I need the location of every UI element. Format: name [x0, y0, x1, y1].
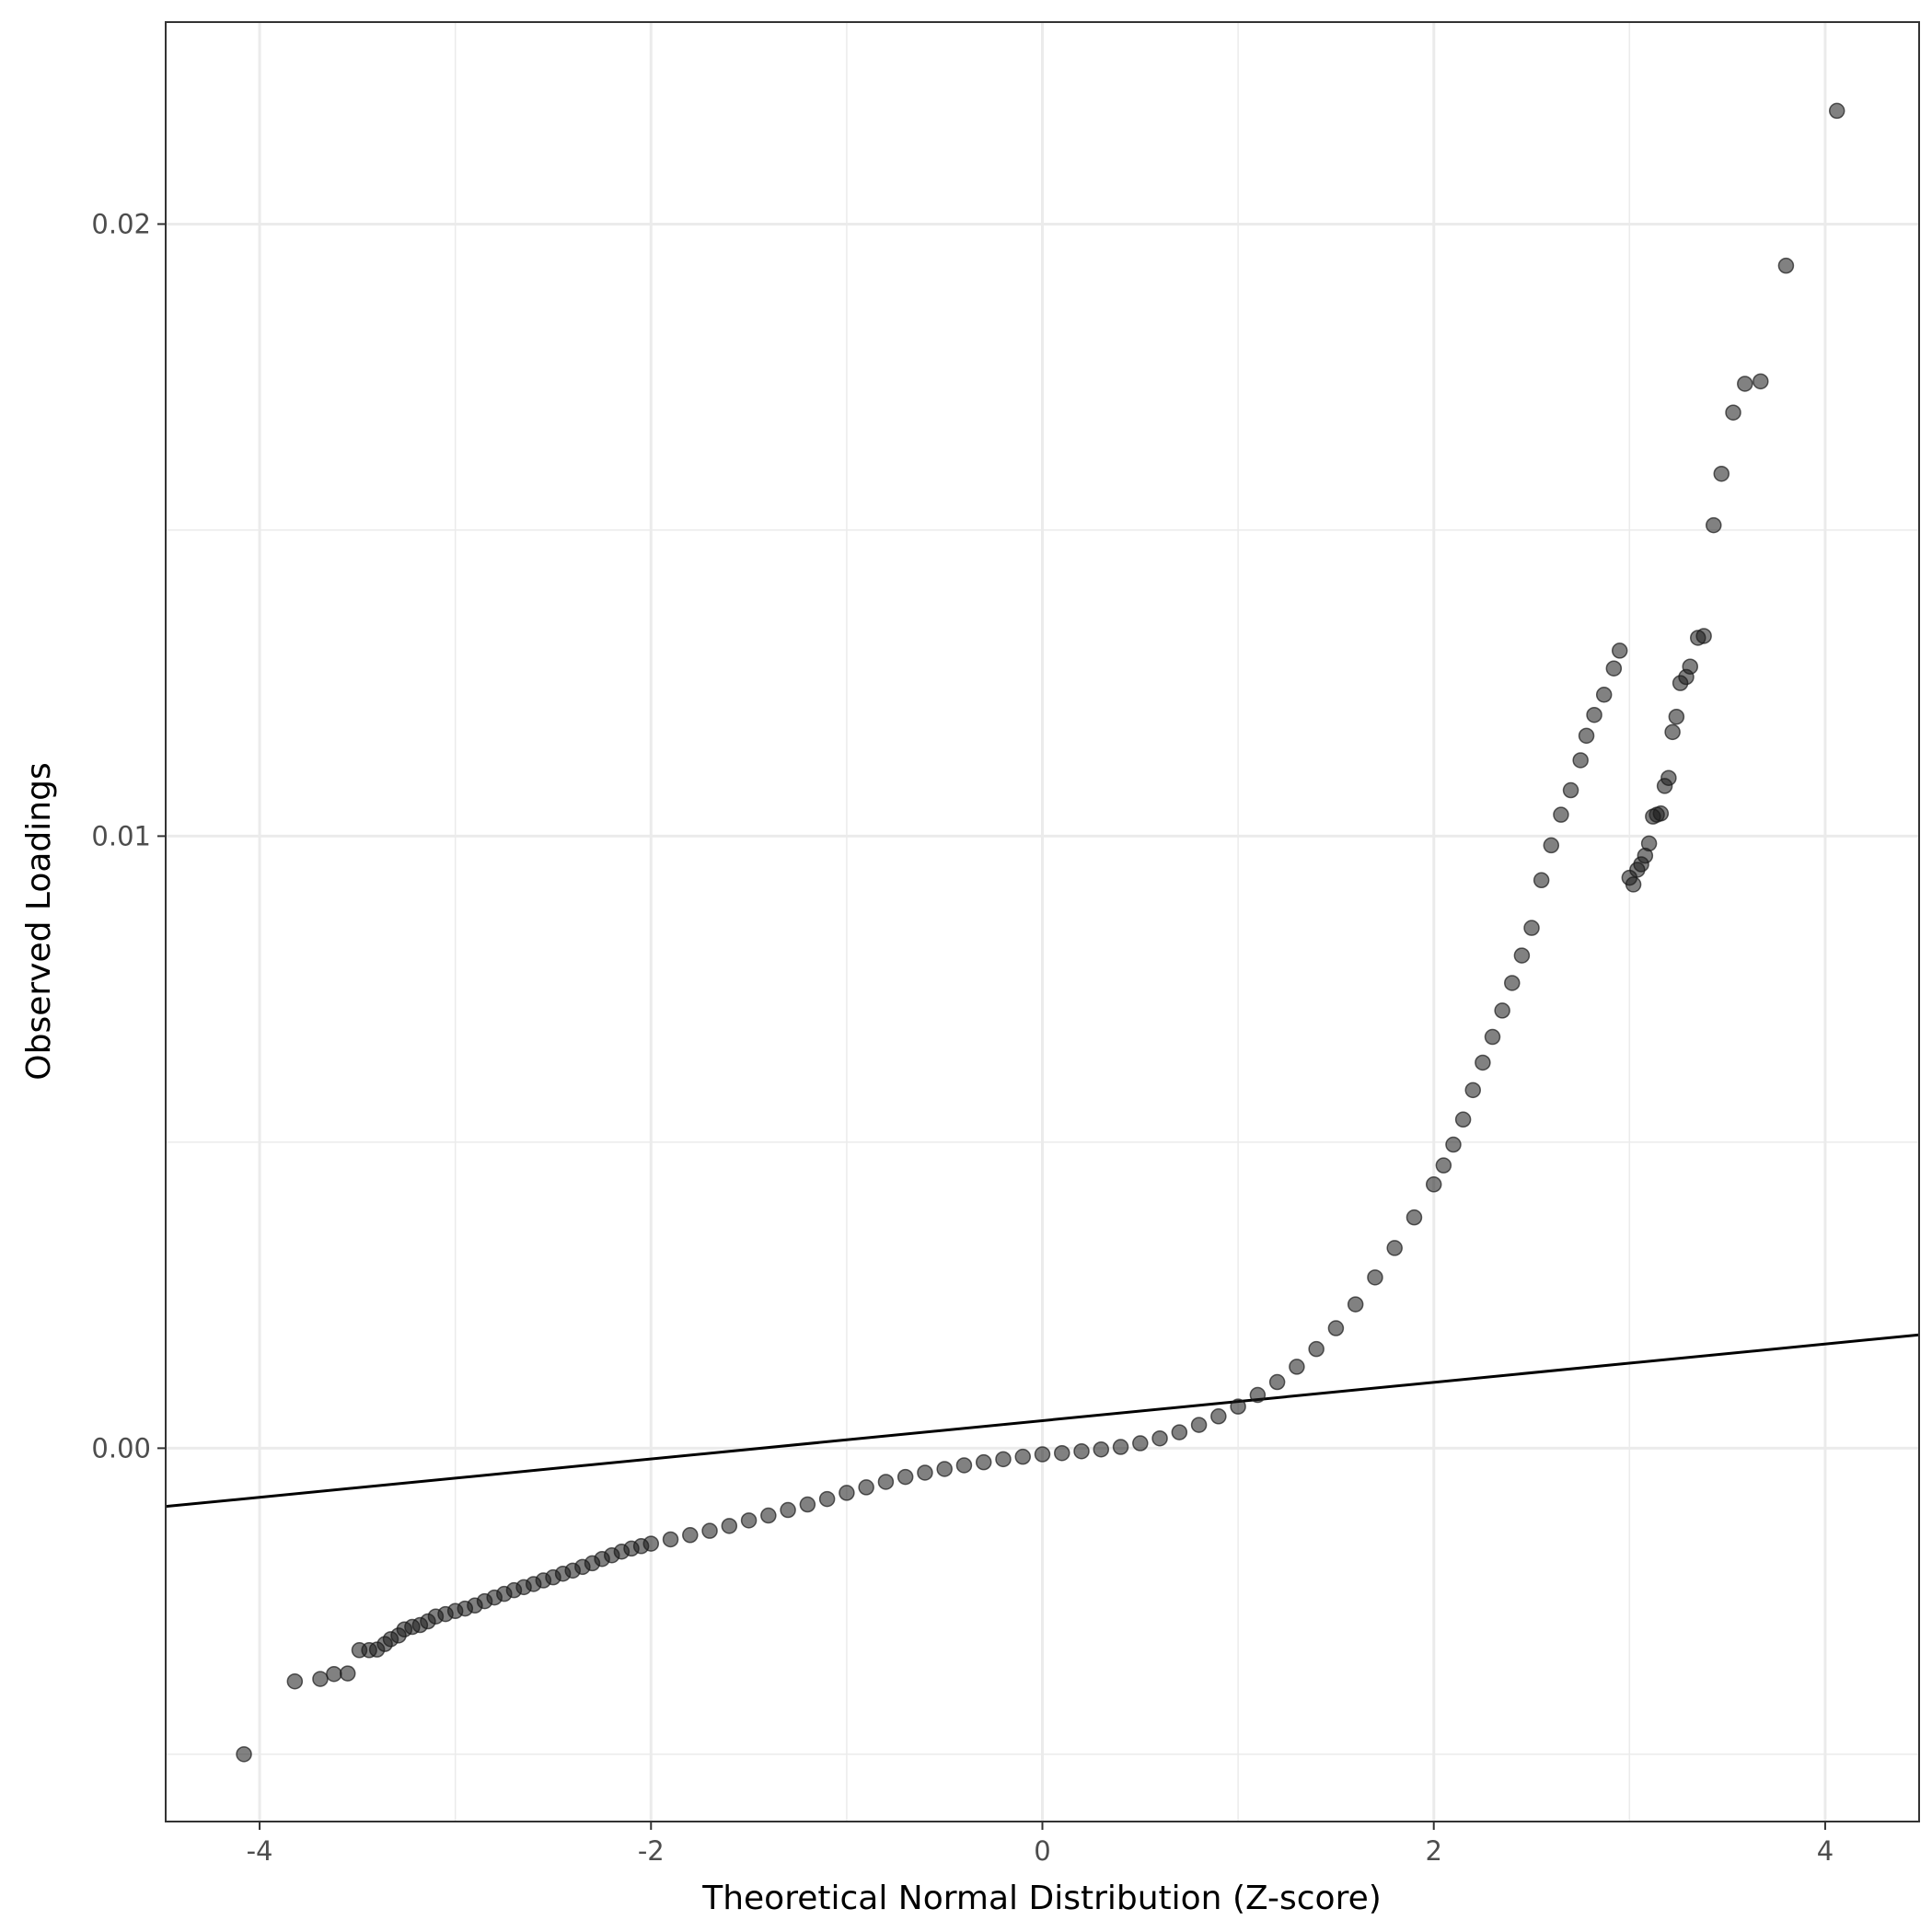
data-point	[1695, 628, 1712, 644]
data-point	[701, 1522, 718, 1539]
data-point	[975, 1453, 992, 1471]
x-axis-title: Theoretical Normal Distribution (Z-score…	[701, 1880, 1382, 1917]
data-point	[1386, 1240, 1403, 1256]
data-point	[1533, 872, 1550, 889]
y-tick-label: 0.01	[91, 820, 151, 851]
data-point	[662, 1531, 679, 1548]
data-point	[1367, 1269, 1383, 1286]
data-point	[1406, 1209, 1423, 1226]
x-tick-label: -4	[247, 1835, 273, 1867]
data-point	[877, 1474, 895, 1490]
data-point	[1504, 975, 1521, 991]
data-point	[1777, 257, 1795, 274]
data-point	[936, 1461, 953, 1477]
data-point	[1073, 1442, 1090, 1460]
data-point	[1578, 727, 1595, 745]
y-axis-title: Observed Loadings	[20, 762, 58, 1080]
data-point	[1652, 805, 1670, 822]
data-point	[1660, 769, 1677, 786]
data-point	[1435, 1157, 1452, 1174]
data-point	[1664, 723, 1681, 741]
data-point	[740, 1512, 758, 1529]
x-axis: -4 -2 0 2 4	[247, 1822, 1834, 1867]
data-point	[1454, 1111, 1472, 1128]
data-point	[1828, 102, 1845, 120]
data-point	[1308, 1340, 1325, 1358]
data-point	[1289, 1359, 1305, 1375]
data-points	[236, 102, 1845, 1763]
data-point	[642, 1535, 660, 1552]
data-point	[1034, 1446, 1051, 1463]
data-point	[799, 1496, 816, 1513]
data-point	[1464, 1082, 1481, 1099]
data-point	[1484, 1028, 1501, 1046]
data-point	[682, 1527, 699, 1544]
y-tick-label: 0.00	[91, 1432, 151, 1463]
data-point	[1713, 465, 1730, 482]
data-point	[286, 1672, 304, 1690]
data-point	[1425, 1176, 1442, 1193]
data-point	[839, 1485, 855, 1501]
data-point	[1327, 1320, 1345, 1336]
data-point	[1725, 404, 1741, 421]
data-point	[1523, 920, 1540, 936]
data-point	[1494, 1002, 1510, 1019]
data-point	[1347, 1296, 1364, 1313]
data-point	[1737, 376, 1753, 392]
x-tick-label: -2	[638, 1835, 665, 1867]
data-point	[1562, 781, 1579, 799]
data-point	[1112, 1439, 1129, 1455]
data-point	[995, 1451, 1012, 1468]
data-point	[1445, 1136, 1462, 1153]
data-point	[1553, 806, 1569, 823]
data-point	[721, 1518, 738, 1534]
data-point	[1706, 516, 1722, 534]
data-point	[818, 1490, 836, 1508]
data-point	[858, 1479, 874, 1496]
data-point	[1572, 752, 1589, 769]
data-point	[339, 1665, 356, 1682]
data-point	[1640, 835, 1658, 852]
reference-line-group	[166, 1333, 1919, 1509]
data-point	[1249, 1386, 1267, 1404]
data-point	[1132, 1435, 1149, 1452]
data-point	[955, 1457, 973, 1474]
data-point	[1605, 660, 1623, 677]
data-point	[1595, 687, 1613, 703]
data-point	[1513, 947, 1531, 964]
data-point	[1543, 837, 1560, 854]
data-point	[1586, 706, 1602, 723]
data-point	[1190, 1417, 1208, 1433]
reference-line	[166, 1333, 1919, 1509]
data-point	[1230, 1398, 1246, 1415]
data-point	[897, 1468, 914, 1486]
data-point	[1668, 708, 1685, 725]
data-point	[1268, 1373, 1286, 1391]
y-axis: 0.00 0.01 0.02	[91, 208, 166, 1463]
data-point	[1475, 1054, 1491, 1071]
data-point	[760, 1507, 777, 1524]
data-point	[312, 1671, 329, 1687]
data-point	[1210, 1408, 1227, 1425]
data-point	[1151, 1429, 1168, 1447]
data-point	[1093, 1440, 1110, 1458]
data-point	[1625, 876, 1642, 893]
data-point	[1753, 373, 1769, 390]
major-gridlines	[166, 22, 1919, 1822]
data-point	[917, 1464, 933, 1481]
data-point	[1611, 642, 1628, 659]
x-tick-label: 2	[1425, 1835, 1441, 1867]
y-tick-label: 0.02	[91, 208, 151, 239]
data-point	[1054, 1444, 1070, 1462]
data-point	[236, 1746, 252, 1763]
data-point	[326, 1665, 342, 1683]
data-point	[780, 1501, 796, 1519]
x-tick-label: 4	[1817, 1835, 1834, 1867]
data-point	[1171, 1424, 1188, 1440]
data-point	[1014, 1448, 1031, 1465]
x-tick-label: 0	[1034, 1835, 1050, 1867]
data-point	[1682, 658, 1698, 675]
